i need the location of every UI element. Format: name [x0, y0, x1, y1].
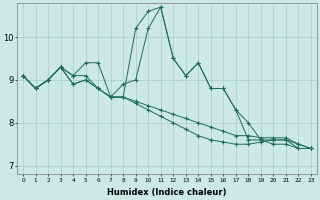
X-axis label: Humidex (Indice chaleur): Humidex (Indice chaleur) — [107, 188, 227, 197]
